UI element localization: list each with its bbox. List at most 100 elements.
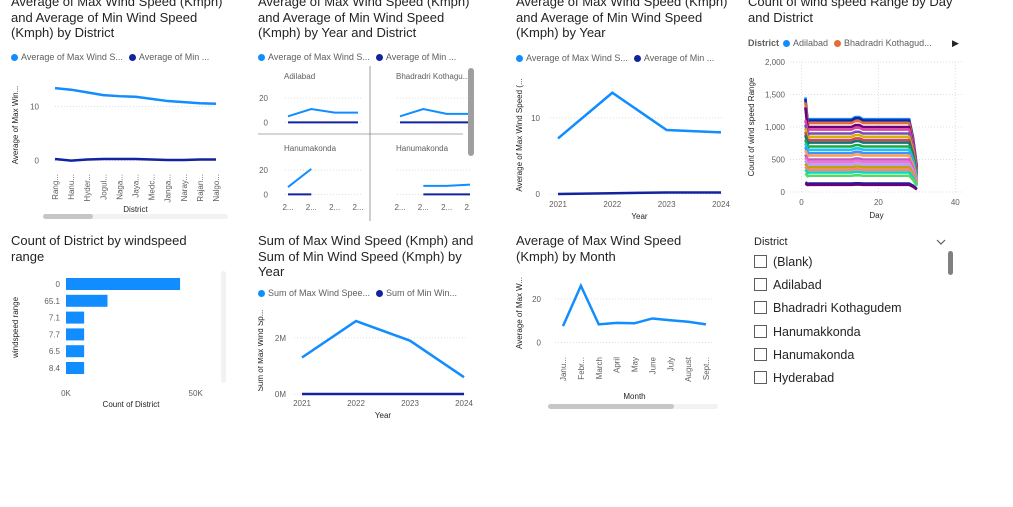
legend-item-max[interactable]: Average of Max Wind S... [516,53,628,63]
bar [66,345,85,358]
chart-legend[interactable]: Average of Max Wind S... Average of Min .… [516,53,736,63]
legend-item-bhadradri[interactable]: Bhadradri Kothagud... [834,38,932,48]
checkbox[interactable] [754,301,767,314]
y-axis-title: Count of wind speed Range [748,77,756,176]
legend-item-min[interactable]: Average of Min ... [128,52,209,62]
visual-count-by-windspeed-range[interactable]: Count of District by windspeed range 0 65… [11,231,233,416]
series-line-max [287,168,312,188]
checkbox[interactable] [754,255,767,268]
checkbox[interactable] [754,371,767,384]
checkbox[interactable] [754,325,767,338]
x-tick-label: May [631,357,640,372]
bar [66,362,85,374]
y-axis-title: Average of Max W... [516,277,524,349]
y-axis-title: windspeed range [11,296,20,358]
legend-label: Average of Min ... [385,52,457,62]
y-tick-label: 500 [772,156,786,165]
slicer-item[interactable]: Bhadradri Kothagudem [754,299,902,317]
y-tick-label: 0 [781,188,786,197]
checkbox[interactable] [754,278,767,291]
series-line-1 [557,91,722,140]
series-line-max [423,183,470,187]
legend-next-arrow-icon[interactable]: ▶ [952,38,959,48]
legend-item-adilabad[interactable]: Adilabad [783,38,828,48]
chart-legend[interactable]: Average of Max Wind S... Average of Min .… [11,52,241,62]
series-line-2 [54,157,216,162]
chevron-down-icon[interactable] [936,233,946,245]
chart-legend[interactable]: District Adilabad Bhadradri Kothagud... [748,38,973,48]
chart-title: Sum of Max Wind Speed (Kmph) and Sum of … [258,233,474,279]
slicer-item-label: Bhadradri Kothagudem [773,301,902,315]
y-axis-title: Average of Max Win... [11,86,20,165]
slicer-item[interactable]: Adilabad [754,276,822,294]
slicer-item-label: (Blank) [773,255,813,269]
series-line [804,131,919,175]
series-line-max [399,107,470,118]
x-tick-label: April [613,357,622,373]
slicer-item[interactable]: Hanumakkonda [754,323,861,341]
series-line-1 [54,86,217,106]
slicer-item[interactable]: (Blank) [754,253,813,271]
series-line [804,139,919,177]
y-tick-label: 2M [275,334,286,343]
scrollbar-track[interactable] [43,214,228,219]
series-line [804,143,919,178]
chart-title: Average of Max Wind Speed (Kmph) by Mont… [516,233,682,264]
legend-item-min[interactable]: Average of Min ... [633,53,715,63]
chart-legend[interactable]: Average of Max Wind S... Average of Min .… [258,52,473,62]
scrollbar-thumb[interactable] [548,404,674,409]
slicer-item-label: Hanumakonda [773,348,855,362]
district-slicer[interactable]: District (Blank) Adilabad Bhadradri Koth… [754,233,959,398]
x-tick-label: Naga... [115,174,124,200]
y-tick-label: 0 [536,190,541,199]
legend-item-min[interactable]: Average of Min ... [375,52,457,62]
y-tick-label: 0 [537,338,542,347]
y-tick-label: 2,000 [765,58,786,67]
checkbox[interactable] [754,348,767,361]
chart-plot: 0 20 Janu... Febr... March April May June July Au… [516,277,714,401]
bar [66,294,108,307]
legend-item-max[interactable]: Average of Max Wind S... [11,52,123,62]
panel-title: Hanumakonda [284,144,337,153]
legend-item-min[interactable]: Sum of Min Win... [376,288,457,298]
series-line [804,119,919,171]
y-tick-label: 0M [275,390,286,399]
legend-label: Average of Min ... [643,53,715,63]
y-tick-label: 0 [264,118,269,127]
scrollbar-track-vertical[interactable] [221,271,226,383]
visual-avg-by-month[interactable]: Average of Max Wind Speed (Kmph) by Mont… [516,231,738,416]
chart-legend[interactable]: Sum of Max Wind Spee... Sum of Min Win... [258,288,480,298]
visual-avg-by-year-district[interactable]: Average of Max Wind Speed (Kmph) and Ave… [258,0,480,225]
series-line-1 [301,319,465,379]
slicer-item[interactable]: Hyderabad [754,369,834,387]
visual-count-by-day-district[interactable]: Count of wind speed Range by Day and Dis… [748,0,973,225]
x-tick-label: Naray... [180,174,189,201]
slicer-item-label: Hanumakkonda [773,325,861,339]
slicer-title: District [754,236,788,248]
visual-avg-by-year[interactable]: Average of Max Wind Speed (Kmph) and Ave… [516,0,738,225]
slicer-item[interactable]: Hanumakonda [754,346,854,364]
slicer-item-label: Hyderabad [773,371,835,385]
legend-item-max[interactable]: Average of Max Wind S... [258,52,370,62]
x-tick-label: August [684,356,693,382]
series-line [804,124,919,172]
x-tick-label: 2... [282,203,293,212]
series-line [804,162,919,184]
series-line [804,160,919,183]
visual-sum-by-year[interactable]: Sum of Max Wind Speed (Kmph) and Sum of … [258,231,480,426]
visual-avg-by-district[interactable]: Average of Max Wind Speed (Kmph) and Ave… [11,0,241,225]
scrollbar-thumb[interactable] [43,214,93,219]
legend-label: Sum of Max Wind Spee... [268,288,371,298]
legend-label: Sum of Min Win... [386,288,458,298]
y-tick-label: 20 [259,94,268,103]
scrollbar-thumb-vertical[interactable] [468,68,474,156]
x-tick-label: Hanu... [67,174,76,200]
legend-item-max[interactable]: Sum of Max Wind Spee... [258,288,370,298]
x-tick-label: 2021 [293,399,311,408]
series-line [804,182,918,191]
scrollbar-thumb-vertical[interactable] [948,251,953,275]
chart-plot: 0 10 Rang... Hanu... Hyder... Jogul... Naga...… [11,86,221,214]
x-axis-title: Day [869,211,883,220]
y-tick-label: 20 [259,166,268,175]
legend-title: District [748,38,780,48]
